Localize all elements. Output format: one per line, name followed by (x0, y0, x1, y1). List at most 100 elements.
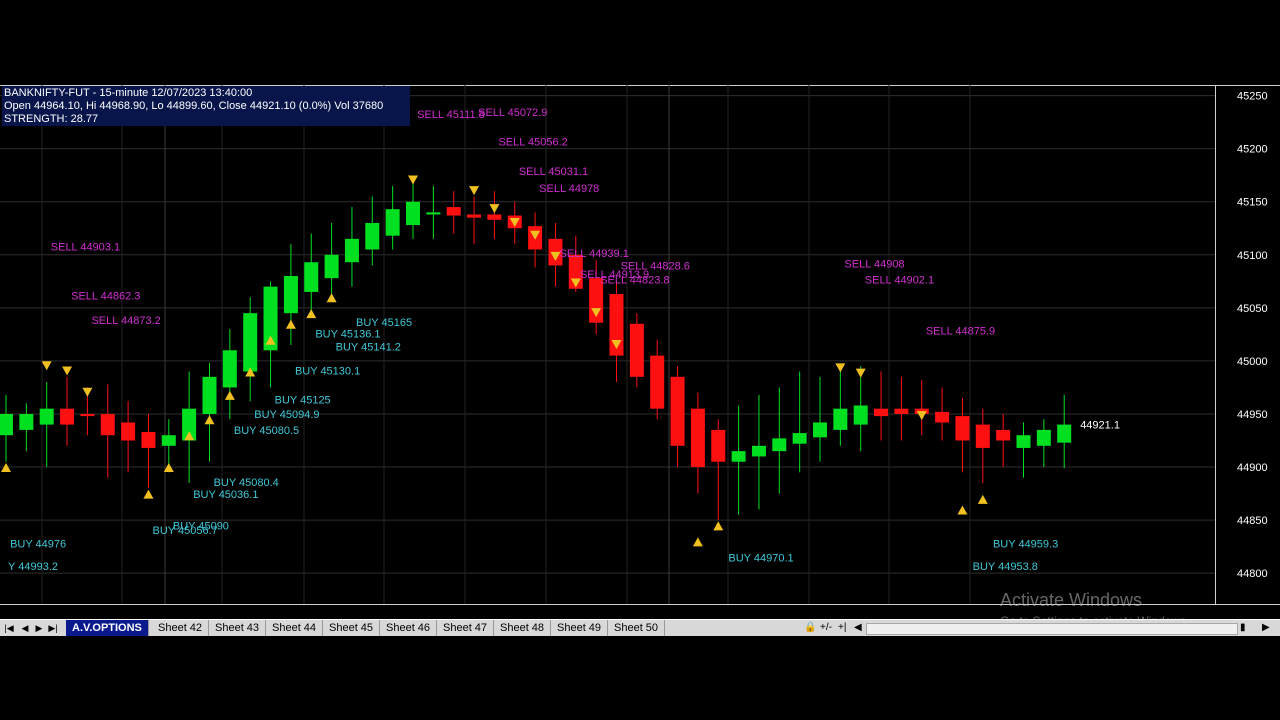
strength-readout: STRENGTH: 28.77 (4, 113, 99, 125)
sheet-tab-bar: |◀ ◀ ▶ ▶| A.V.OPTIONS Sheet 42 Sheet 43 … (0, 619, 1280, 636)
y-tick-label: 45050 (1237, 303, 1268, 315)
candle-body (935, 411, 950, 423)
tab-sheet-45[interactable]: Sheet 45 (323, 620, 381, 636)
candle-body (853, 405, 868, 425)
candle-body (975, 424, 990, 448)
candle-body (0, 413, 13, 436)
sell-arrow-icon (41, 361, 52, 371)
y-tick-label: 44800 (1237, 568, 1268, 580)
candle-body (121, 422, 136, 441)
buy-signal-label: BUY 44953.8 (973, 561, 1038, 573)
price-chart[interactable]: 45250 45200 45150 45100 45050 45000 44950 44900… (0, 85, 1280, 605)
buy-signal-label: BUY 45141.2 (336, 341, 401, 353)
lock-icon[interactable]: 🔒 (804, 622, 817, 633)
symbol-title: BANKNIFTY-FUT - 15-minute 12/07/2023 13:… (4, 87, 253, 99)
sell-arrow-icon (509, 217, 520, 227)
buy-arrow-icon (326, 293, 337, 303)
buy-arrow-icon (245, 367, 256, 377)
candlestick-chart[interactable]: 45250 45200 45150 45100 45050 45000 44950 44900… (0, 85, 1280, 605)
scroll-sync-icon[interactable]: +/- (820, 622, 832, 633)
y-tick-label: 45200 (1237, 144, 1268, 156)
candle-body (874, 408, 889, 417)
scroll-right-icon[interactable]: ▶ (1262, 622, 1270, 633)
sell-arrow-icon (469, 186, 480, 196)
buy-signal-label: BUY 45036.1 (193, 489, 258, 501)
horizontal-scrollbar[interactable] (866, 623, 1238, 635)
buy-arrow-icon (1, 463, 11, 473)
candle-body (243, 313, 258, 372)
buy-signal-label: BUY 45136.1 (315, 329, 380, 341)
candle-body (1057, 424, 1072, 443)
buy-arrow-icon (692, 537, 703, 547)
candle-body (894, 408, 909, 414)
candle-body (751, 445, 766, 457)
next-sheet-icon[interactable]: ▶ (35, 623, 43, 633)
tab-sheet-47[interactable]: Sheet 47 (437, 620, 495, 636)
tab-sheet-50[interactable]: Sheet 50 (608, 620, 666, 636)
candle-body (365, 222, 380, 250)
candle-body (1016, 435, 1031, 448)
tab-sheet-43[interactable]: Sheet 43 (209, 620, 267, 636)
candle-body (39, 408, 54, 425)
candle-body (813, 422, 827, 438)
sell-arrow-icon (591, 308, 602, 318)
scrollbar-thumb[interactable]: ▮ (1240, 622, 1246, 633)
sell-signal-label: SELL 44902.1 (865, 274, 934, 286)
buy-arrow-icon (204, 415, 215, 425)
y-tick-label: 44950 (1237, 409, 1268, 421)
y-tick-label: 45100 (1237, 250, 1268, 262)
prev-sheet-icon[interactable]: ◀ (21, 623, 29, 633)
sell-arrow-icon (550, 251, 561, 261)
sell-signal-label: SELL 44828.6 (621, 261, 690, 273)
sell-signal-label: SELL 44823.8 (600, 274, 669, 286)
sell-signal-label: SELL 44939.1 (560, 248, 629, 260)
sell-signal-label: SELL 45111.8 (417, 109, 485, 121)
candle-body (629, 323, 644, 377)
activate-windows-title: Activate Windows (1000, 590, 1143, 610)
candle-body (182, 408, 197, 441)
y-tick-label: 44850 (1237, 515, 1268, 527)
sell-arrow-icon (530, 230, 541, 240)
candle-body (446, 207, 461, 216)
buy-arrow-icon (957, 505, 968, 515)
scroll-left-icon[interactable]: ◀ (854, 622, 862, 633)
zoom-icon[interactable]: +| (838, 622, 847, 633)
buy-signal-label: BUY 45125 (275, 394, 331, 406)
tab-sheet-42[interactable]: Sheet 42 (152, 620, 210, 636)
sell-arrow-icon (408, 175, 418, 185)
buy-arrow-icon (163, 463, 174, 473)
tab-sheet-49[interactable]: Sheet 49 (551, 620, 609, 636)
candle-body (60, 408, 75, 425)
buy-arrow-icon (713, 521, 724, 531)
sell-arrow-icon (611, 340, 622, 349)
buy-arrow-icon (224, 390, 235, 400)
buy-signal-label: BUY 45080.4 (214, 477, 279, 489)
buy-signal-label: BUY 44970.1 (728, 552, 793, 564)
sell-signal-label: SELL 44978 (539, 183, 599, 195)
buy-arrow-icon (306, 309, 317, 319)
buy-signal-label: BUY 45080.5 (234, 425, 299, 437)
candle-body (344, 238, 359, 263)
buy-signal-label: BUY 45165 (356, 317, 412, 329)
buy-arrow-icon (285, 319, 296, 329)
sell-signal-label: SELL 44873.2 (91, 315, 160, 327)
sell-arrow-icon (855, 368, 866, 378)
candle-body (833, 408, 848, 430)
sell-signal-label: SELL 44862.3 (71, 290, 140, 302)
sell-signal-label: SELL 44903.1 (51, 242, 120, 254)
candle-body (202, 376, 217, 414)
sell-arrow-icon (82, 387, 93, 397)
candle-body (19, 413, 34, 430)
tab-sheet-44[interactable]: Sheet 44 (266, 620, 324, 636)
sell-signal-label: SELL 45056.2 (498, 136, 567, 148)
candle-body (487, 214, 502, 220)
tab-av-options[interactable]: A.V.OPTIONS (66, 620, 149, 636)
y-tick-label: 44900 (1237, 462, 1268, 474)
buy-signal-label: BUY 44976 (10, 539, 66, 551)
tab-sheet-46[interactable]: Sheet 46 (380, 620, 438, 636)
candle-body (670, 376, 685, 446)
last-sheet-icon[interactable]: ▶| (48, 623, 58, 633)
candle-body (996, 429, 1011, 441)
first-sheet-icon[interactable]: |◀ (4, 623, 14, 633)
tab-sheet-48[interactable]: Sheet 48 (494, 620, 552, 636)
